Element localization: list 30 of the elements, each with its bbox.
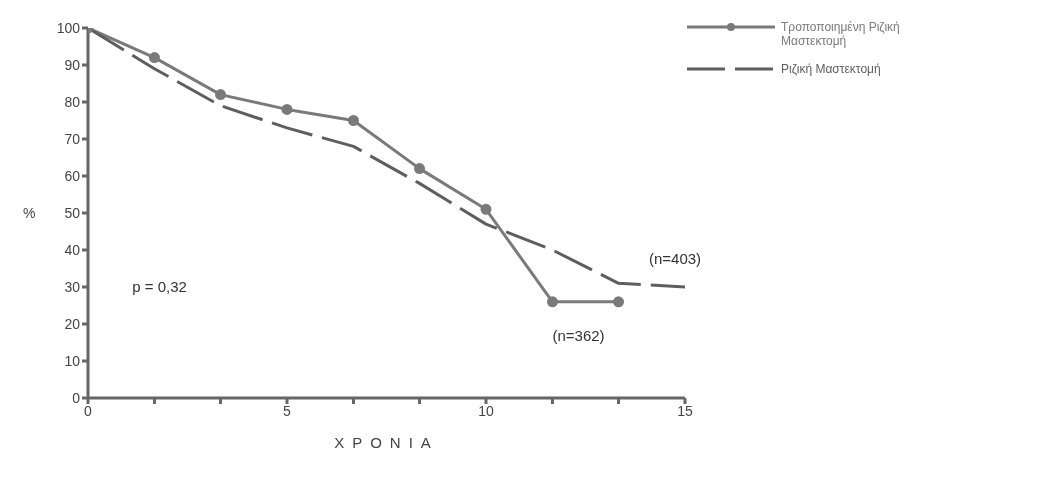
point (281, 103, 293, 115)
y-tick-label: 90 (64, 56, 81, 73)
point (546, 296, 558, 308)
x-axis-title: ΧΡΟΝΙΑ (334, 434, 439, 451)
annotation: (n=362) (552, 327, 605, 345)
y-tick-label: 50 (64, 204, 81, 221)
x-tick-label: 5 (283, 402, 292, 419)
y-tick-label: 40 (64, 241, 81, 258)
y-tick-label: 100 (56, 19, 81, 36)
y-tick-label: 20 (64, 315, 81, 332)
y-tick-label: 0 (72, 389, 81, 406)
point (613, 296, 625, 308)
x-tick-label: 10 (478, 402, 494, 419)
y-tick-label: 10 (64, 352, 81, 369)
text: Τροποποιημένη Ριζική Μαστεκτομή (781, 20, 901, 48)
x-tick-label: 15 (677, 402, 693, 419)
y-tick-label: 30 (64, 278, 81, 295)
y-tick-label: 70 (64, 130, 81, 147)
annotation: p = 0,32 (132, 278, 187, 296)
point (347, 115, 359, 126)
point (215, 89, 227, 101)
point (148, 52, 160, 64)
y-tick-label: 60 (64, 167, 81, 184)
point (414, 163, 426, 175)
text: Ριζική Μαστεκτομή (781, 62, 882, 76)
y-axis-title: % (23, 204, 36, 221)
point (480, 203, 492, 215)
x-tick-label: 0 (84, 402, 93, 419)
y-tick-label: 80 (64, 93, 81, 110)
annotation: (n=403) (648, 250, 702, 268)
